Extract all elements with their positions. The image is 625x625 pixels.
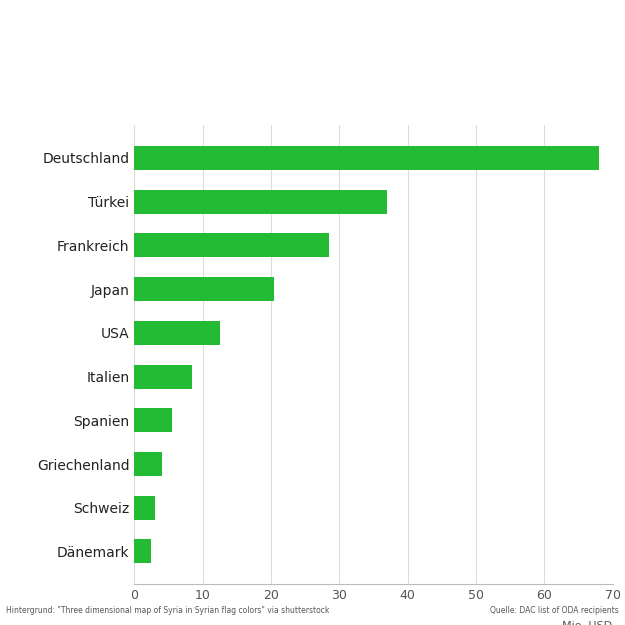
Bar [134,452,162,476]
Bar [134,321,220,345]
Bar [134,539,151,564]
Text: Größte OECD-Geberländer für Mittel zur Entwicklungszusammenarbeit (ODA), Durchsc: Größte OECD-Geberländer für Mittel zur E… [72,68,625,78]
Text: Quelle: DAC list of ODA recipients: Quelle: DAC list of ODA recipients [490,606,619,616]
Bar [134,233,329,258]
Bar [134,408,172,432]
Text: Hintergrund: "Three dimensional map of Syria in Syrian flag colors" via shutters: Hintergrund: "Three dimensional map of S… [6,606,329,616]
Bar [134,146,599,170]
Bar [134,364,192,389]
Text: Syrien-Hilfe: Syrien-Hilfe [72,12,293,44]
Bar [134,277,274,301]
Bar [134,189,387,214]
Bar [134,496,155,520]
Text: Mio. USD: Mio. USD [562,621,612,625]
